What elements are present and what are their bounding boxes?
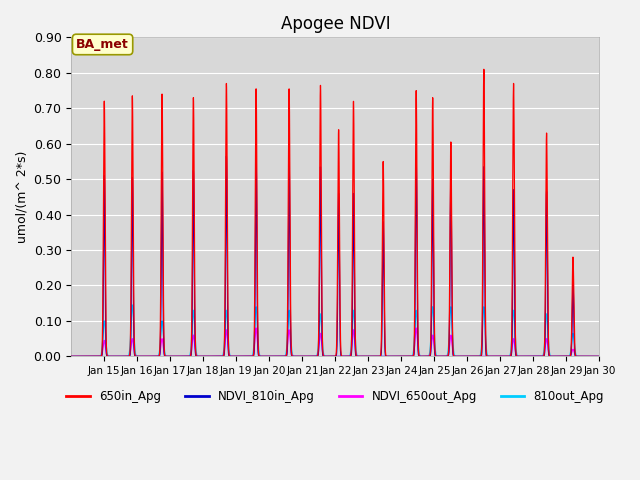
Text: BA_met: BA_met: [76, 38, 129, 51]
Y-axis label: umol/(m^ 2*s): umol/(m^ 2*s): [15, 151, 28, 243]
Legend: 650in_Apg, NDVI_810in_Apg, NDVI_650out_Apg, 810out_Apg: 650in_Apg, NDVI_810in_Apg, NDVI_650out_A…: [61, 385, 609, 408]
Title: Apogee NDVI: Apogee NDVI: [280, 15, 390, 33]
